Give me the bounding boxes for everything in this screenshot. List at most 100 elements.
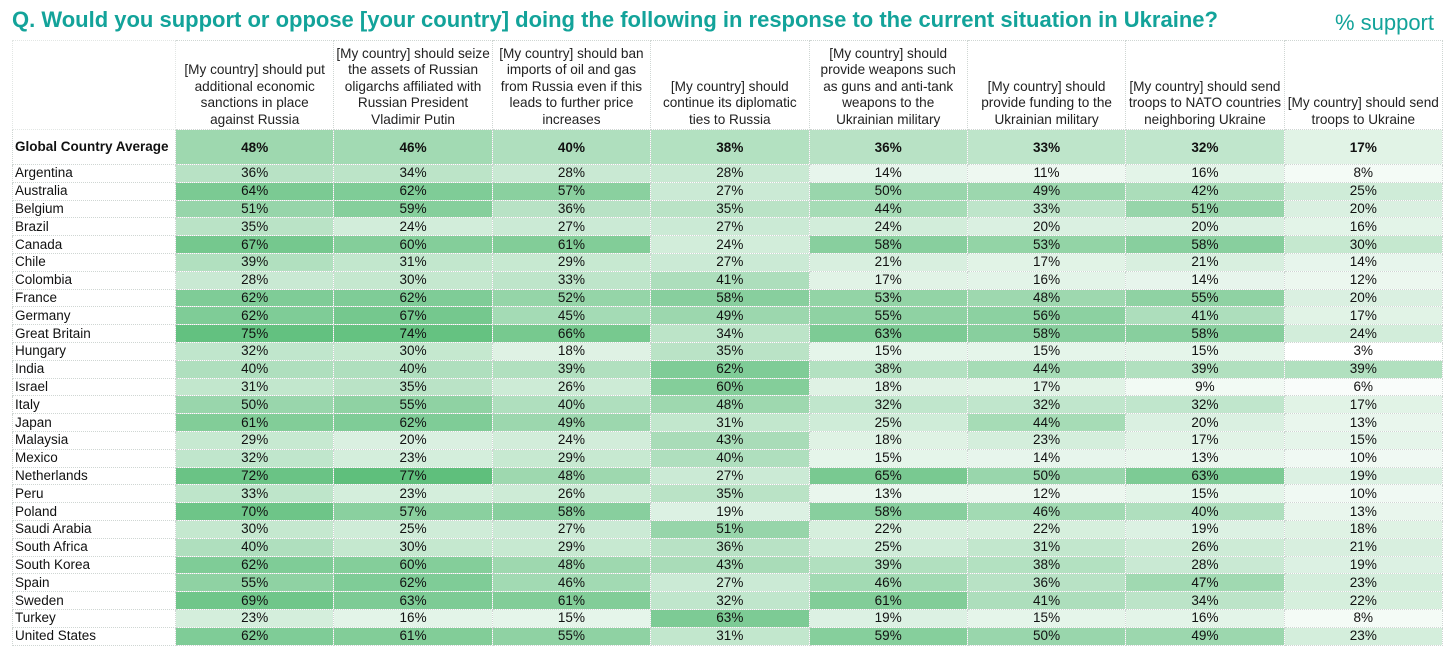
value-cell: 63% [333, 591, 493, 610]
value-cell: 17% [966, 377, 1127, 397]
value-cell: 56% [966, 306, 1127, 326]
value-cell: 26% [491, 377, 652, 397]
value-cell: 28% [174, 270, 335, 290]
value-cell: 36% [966, 573, 1127, 593]
table-row: Turkey 23% 16% 15% 63% 19% 15% 16% 8% [12, 608, 1444, 628]
value-cell: 32% [1125, 129, 1285, 165]
value-cell: 41% [1125, 306, 1285, 326]
value-cell: 17% [1283, 395, 1444, 415]
value-cell: 40% [174, 537, 335, 557]
value-cell: 31% [650, 626, 810, 646]
value-cell: 14% [808, 164, 968, 183]
value-cell: 24% [808, 217, 968, 237]
row-label: Sweden [12, 591, 176, 610]
value-cell: 28% [650, 164, 810, 183]
value-cell: 23% [174, 608, 335, 628]
unit-label: % support [1334, 10, 1434, 35]
row-label: Chile [12, 252, 176, 272]
value-cell: 55% [491, 626, 652, 646]
value-cell: 15% [808, 341, 968, 361]
value-cell: 62% [333, 181, 493, 201]
column-header-8: [My country] should send troops to Ukrai… [1283, 40, 1444, 130]
value-cell: 15% [491, 608, 652, 628]
value-cell: 20% [333, 430, 493, 450]
value-cell: 53% [966, 235, 1127, 254]
value-cell: 30% [333, 270, 493, 290]
value-cell: 40% [174, 359, 335, 379]
value-cell: 20% [1283, 288, 1444, 308]
value-cell: 6% [1283, 377, 1444, 397]
value-cell: 32% [174, 341, 335, 361]
value-cell: 66% [491, 324, 652, 343]
value-cell: 67% [333, 306, 493, 326]
value-cell: 17% [808, 270, 968, 290]
value-cell: 27% [650, 252, 810, 272]
column-header-2: [My country] should seize the assets of … [333, 40, 493, 130]
value-cell: 62% [174, 288, 335, 308]
value-cell: 10% [1283, 484, 1444, 504]
value-cell: 49% [650, 306, 810, 326]
value-cell: 39% [174, 252, 335, 272]
value-cell: 57% [491, 181, 652, 201]
value-cell: 20% [1125, 217, 1285, 237]
value-cell: 19% [1283, 555, 1444, 575]
value-cell: 17% [966, 252, 1127, 272]
value-cell: 43% [650, 430, 810, 450]
value-cell: 27% [650, 217, 810, 237]
value-cell: 55% [174, 573, 335, 593]
value-cell: 55% [333, 395, 493, 415]
value-cell: 18% [1283, 519, 1444, 539]
value-cell: 51% [1125, 199, 1285, 219]
value-cell: 44% [808, 199, 968, 219]
value-cell: 72% [174, 466, 335, 486]
value-cell: 26% [1125, 537, 1285, 557]
value-cell: 16% [333, 608, 493, 628]
value-cell: 22% [966, 519, 1127, 539]
row-label: Spain [12, 573, 176, 593]
value-cell: 40% [650, 448, 810, 468]
value-cell: 27% [650, 466, 810, 486]
value-cell: 21% [808, 252, 968, 272]
value-cell: 77% [333, 466, 493, 486]
value-cell: 61% [808, 591, 968, 610]
row-label: South Africa [12, 537, 176, 557]
table-row: Japan 61% 62% 49% 31% 25% 44% 20% 13% [12, 413, 1444, 432]
row-label: Poland [12, 502, 176, 521]
value-cell: 15% [1125, 484, 1285, 504]
value-cell: 23% [1283, 573, 1444, 593]
value-cell: 30% [333, 341, 493, 361]
table-row: Australia 64% 62% 57% 27% 50% 49% 42% 25% [12, 181, 1444, 201]
value-cell: 31% [650, 413, 810, 432]
value-cell: 62% [174, 555, 335, 575]
table-row: Germany 62% 67% 45% 49% 55% 56% 41% 17% [12, 306, 1444, 326]
value-cell: 29% [174, 430, 335, 450]
value-cell: 14% [966, 448, 1127, 468]
value-cell: 75% [174, 324, 335, 343]
value-cell: 36% [808, 129, 968, 165]
value-cell: 60% [650, 377, 810, 397]
value-cell: 25% [808, 413, 968, 432]
table-row: Sweden 69% 63% 61% 32% 61% 41% 34% 22% [12, 591, 1444, 610]
table-row: India 40% 40% 39% 62% 38% 44% 39% 39% [12, 359, 1444, 379]
table-row: United States 62% 61% 55% 31% 59% 50% 49% 23% [12, 626, 1444, 646]
value-cell: 62% [174, 626, 335, 646]
value-cell: 65% [808, 466, 968, 486]
value-cell: 20% [966, 217, 1127, 237]
value-cell: 57% [333, 502, 493, 521]
value-cell: 23% [966, 430, 1127, 450]
value-cell: 32% [966, 395, 1127, 415]
value-cell: 25% [333, 519, 493, 539]
value-cell: 27% [491, 217, 652, 237]
value-cell: 70% [174, 502, 335, 521]
value-cell: 61% [174, 413, 335, 432]
value-cell: 42% [1125, 181, 1285, 201]
value-cell: 13% [808, 484, 968, 504]
value-cell: 23% [333, 484, 493, 504]
value-cell: 29% [491, 252, 652, 272]
value-cell: 18% [808, 430, 968, 450]
value-cell: 40% [1125, 502, 1285, 521]
table-row: Peru 33% 23% 26% 35% 13% 12% 15% 10% [12, 484, 1444, 504]
value-cell: 39% [1283, 359, 1444, 379]
row-label: France [12, 288, 176, 308]
value-cell: 35% [650, 341, 810, 361]
